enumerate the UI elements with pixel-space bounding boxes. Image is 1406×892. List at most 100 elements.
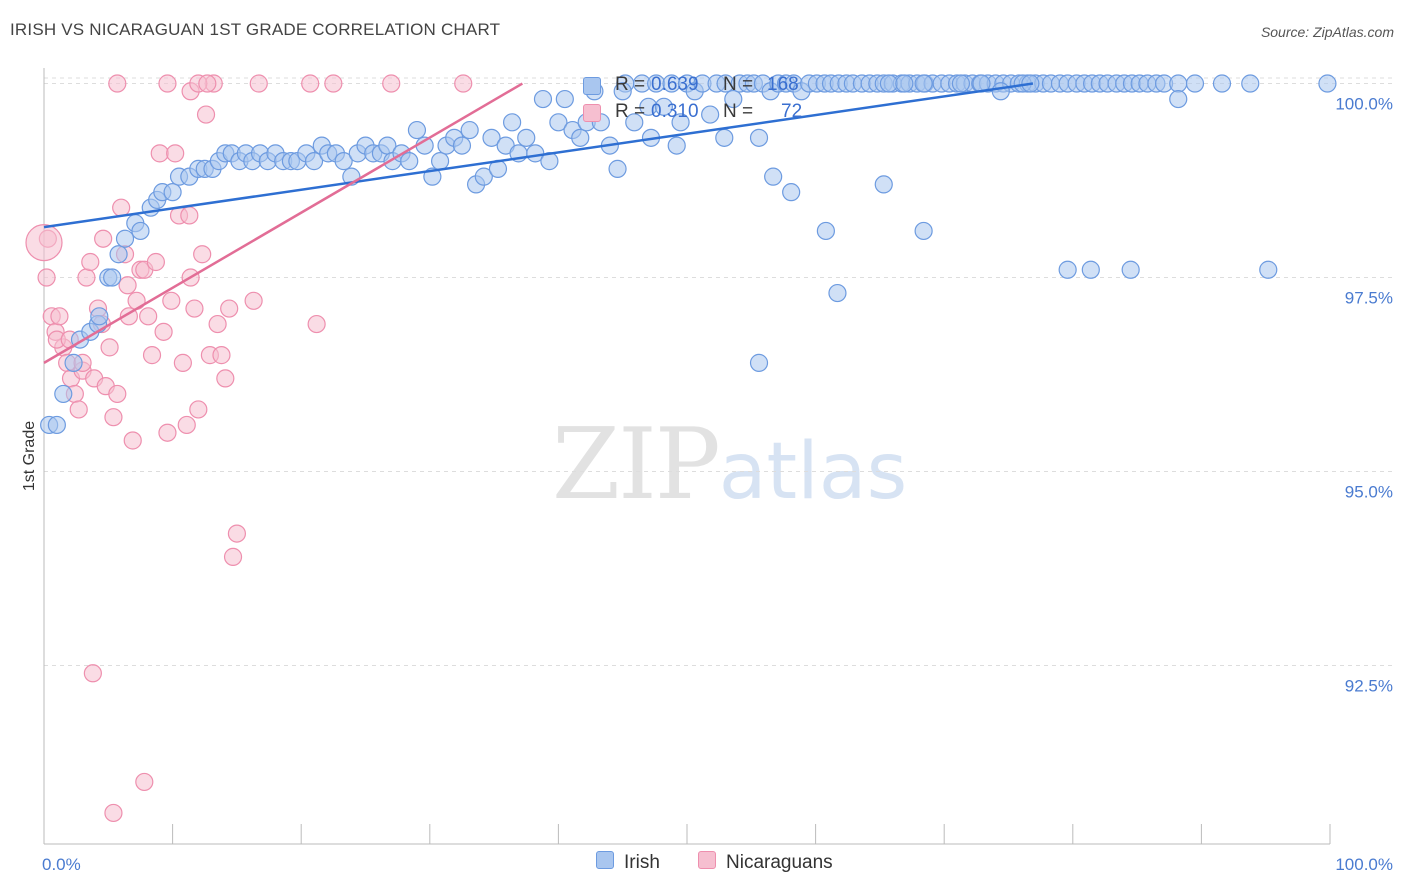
nicaraguans-point <box>50 307 69 326</box>
nicaraguans-swatch <box>583 104 601 122</box>
nicaraguans-point <box>150 144 169 163</box>
nicaraguans-legend-swatch <box>698 851 716 869</box>
irish-point <box>1259 260 1278 279</box>
axis-layer <box>43 68 1331 845</box>
irish-point <box>828 283 847 303</box>
stats-row-irish: R = 0.639 N = 168 <box>567 74 819 100</box>
nicaraguans-point <box>37 268 56 287</box>
nicaraguans-point <box>158 74 177 93</box>
nicaraguans-point <box>227 524 246 543</box>
irish-point <box>571 128 590 147</box>
nicaraguans-legend-label: Nicaraguans <box>726 852 833 873</box>
nicaraguans-point <box>123 431 142 450</box>
irish-n-value: 168 <box>767 74 799 95</box>
nicaraguans-point <box>100 338 119 357</box>
irish-point <box>1169 89 1188 109</box>
irish-point <box>879 74 899 93</box>
irish-point <box>482 128 501 147</box>
chart-title: IRISH VS NICARAGUAN 1ST GRADE CORRELATIO… <box>10 20 501 39</box>
irish-point <box>549 113 568 132</box>
irish-point <box>1169 74 1188 93</box>
nicaraguans-point <box>198 74 217 93</box>
irish-point <box>109 245 128 264</box>
nicaraguans-point <box>177 415 196 435</box>
irish-point <box>749 128 769 147</box>
axis-labels: 100.0% 97.5% 95.0% 92.5% 0.0% 100.0% 1st Grade <box>21 95 1393 874</box>
irish-point <box>671 113 690 132</box>
nicaraguans-point <box>118 276 137 295</box>
irish-point <box>131 221 150 241</box>
irish-point <box>608 159 627 178</box>
nicaraguans-point <box>81 252 100 272</box>
irish-point <box>103 268 122 287</box>
nicaraguans-point <box>307 314 326 334</box>
irish-point <box>1185 74 1205 93</box>
irish-point <box>654 97 673 116</box>
irish-swatch <box>583 77 601 95</box>
irish-point <box>163 183 182 202</box>
irish-point <box>1058 260 1077 279</box>
irish-legend-swatch <box>596 851 614 869</box>
nicaraguans-points <box>25 74 473 823</box>
irish-point <box>407 120 427 140</box>
irish-point <box>555 89 574 109</box>
y-tick-label: 92.5% <box>1345 677 1393 696</box>
irish-point <box>1081 260 1100 279</box>
irish-point <box>334 152 353 171</box>
nicaraguans-point <box>146 252 165 272</box>
irish-r-value: 0.639 <box>651 74 699 95</box>
x-tick-label: 0.0% <box>42 855 81 874</box>
nicaraguans-point <box>196 105 216 124</box>
nicaraguans-point <box>94 229 113 248</box>
watermark-zip: ZIP <box>552 408 721 522</box>
irish-point <box>914 74 933 93</box>
stats-legend: R = 0.639 N = 168 R = 0.310 N = 72 <box>567 68 819 128</box>
nicaraguans-point <box>158 423 177 442</box>
nicaraguans-point <box>223 547 243 566</box>
irish-point <box>452 136 472 155</box>
irish-point <box>430 152 450 171</box>
nicaraguans-point <box>108 74 127 93</box>
irish-point <box>517 128 536 147</box>
nicaraguans-point <box>104 803 123 823</box>
nicaraguans-point <box>77 268 96 287</box>
irish-point <box>701 105 720 124</box>
nicaraguans-point <box>382 74 401 93</box>
nicaraguans-point <box>166 144 185 163</box>
nicaraguans-n-label: N = <box>723 101 754 122</box>
irish-point <box>460 120 479 140</box>
irish-point <box>914 221 933 241</box>
nicaraguans-point <box>112 198 131 217</box>
irish-trend-line <box>43 82 1034 229</box>
nicaraguans-trend-line <box>43 82 524 364</box>
irish-point <box>1241 74 1260 93</box>
irish-point <box>782 183 801 202</box>
irish-point <box>715 128 734 147</box>
nicaraguans-point <box>454 74 473 93</box>
y-axis-title: 1st Grade <box>21 421 38 491</box>
irish-point <box>533 89 553 109</box>
y-tick-label: 97.5% <box>1345 289 1393 308</box>
nicaraguans-r-value: 0.310 <box>651 101 699 122</box>
source-credit: Source: ZipAtlas.com <box>1260 24 1394 40</box>
irish-point <box>1318 74 1337 93</box>
irish-point <box>400 152 419 171</box>
nicaraguans-point <box>220 299 239 318</box>
nicaraguans-n-value: 72 <box>781 101 803 122</box>
nicaraguans-point <box>108 384 127 404</box>
irish-point <box>667 136 686 155</box>
nicaraguans-point <box>301 74 320 93</box>
nicaraguans-point <box>185 299 204 318</box>
irish-point <box>115 229 135 248</box>
nicaraguans-point <box>162 291 181 310</box>
irish-point <box>613 82 632 101</box>
irish-point <box>503 113 522 132</box>
nicaraguans-point <box>142 346 162 365</box>
nicaraguans-point <box>208 314 227 334</box>
irish-point <box>724 89 743 109</box>
irish-point <box>90 307 109 326</box>
nicaraguans-point <box>69 400 88 419</box>
nicaraguans-point <box>139 307 158 326</box>
irish-legend-label: Irish <box>624 852 660 873</box>
watermark: ZIPatlas <box>552 408 907 522</box>
